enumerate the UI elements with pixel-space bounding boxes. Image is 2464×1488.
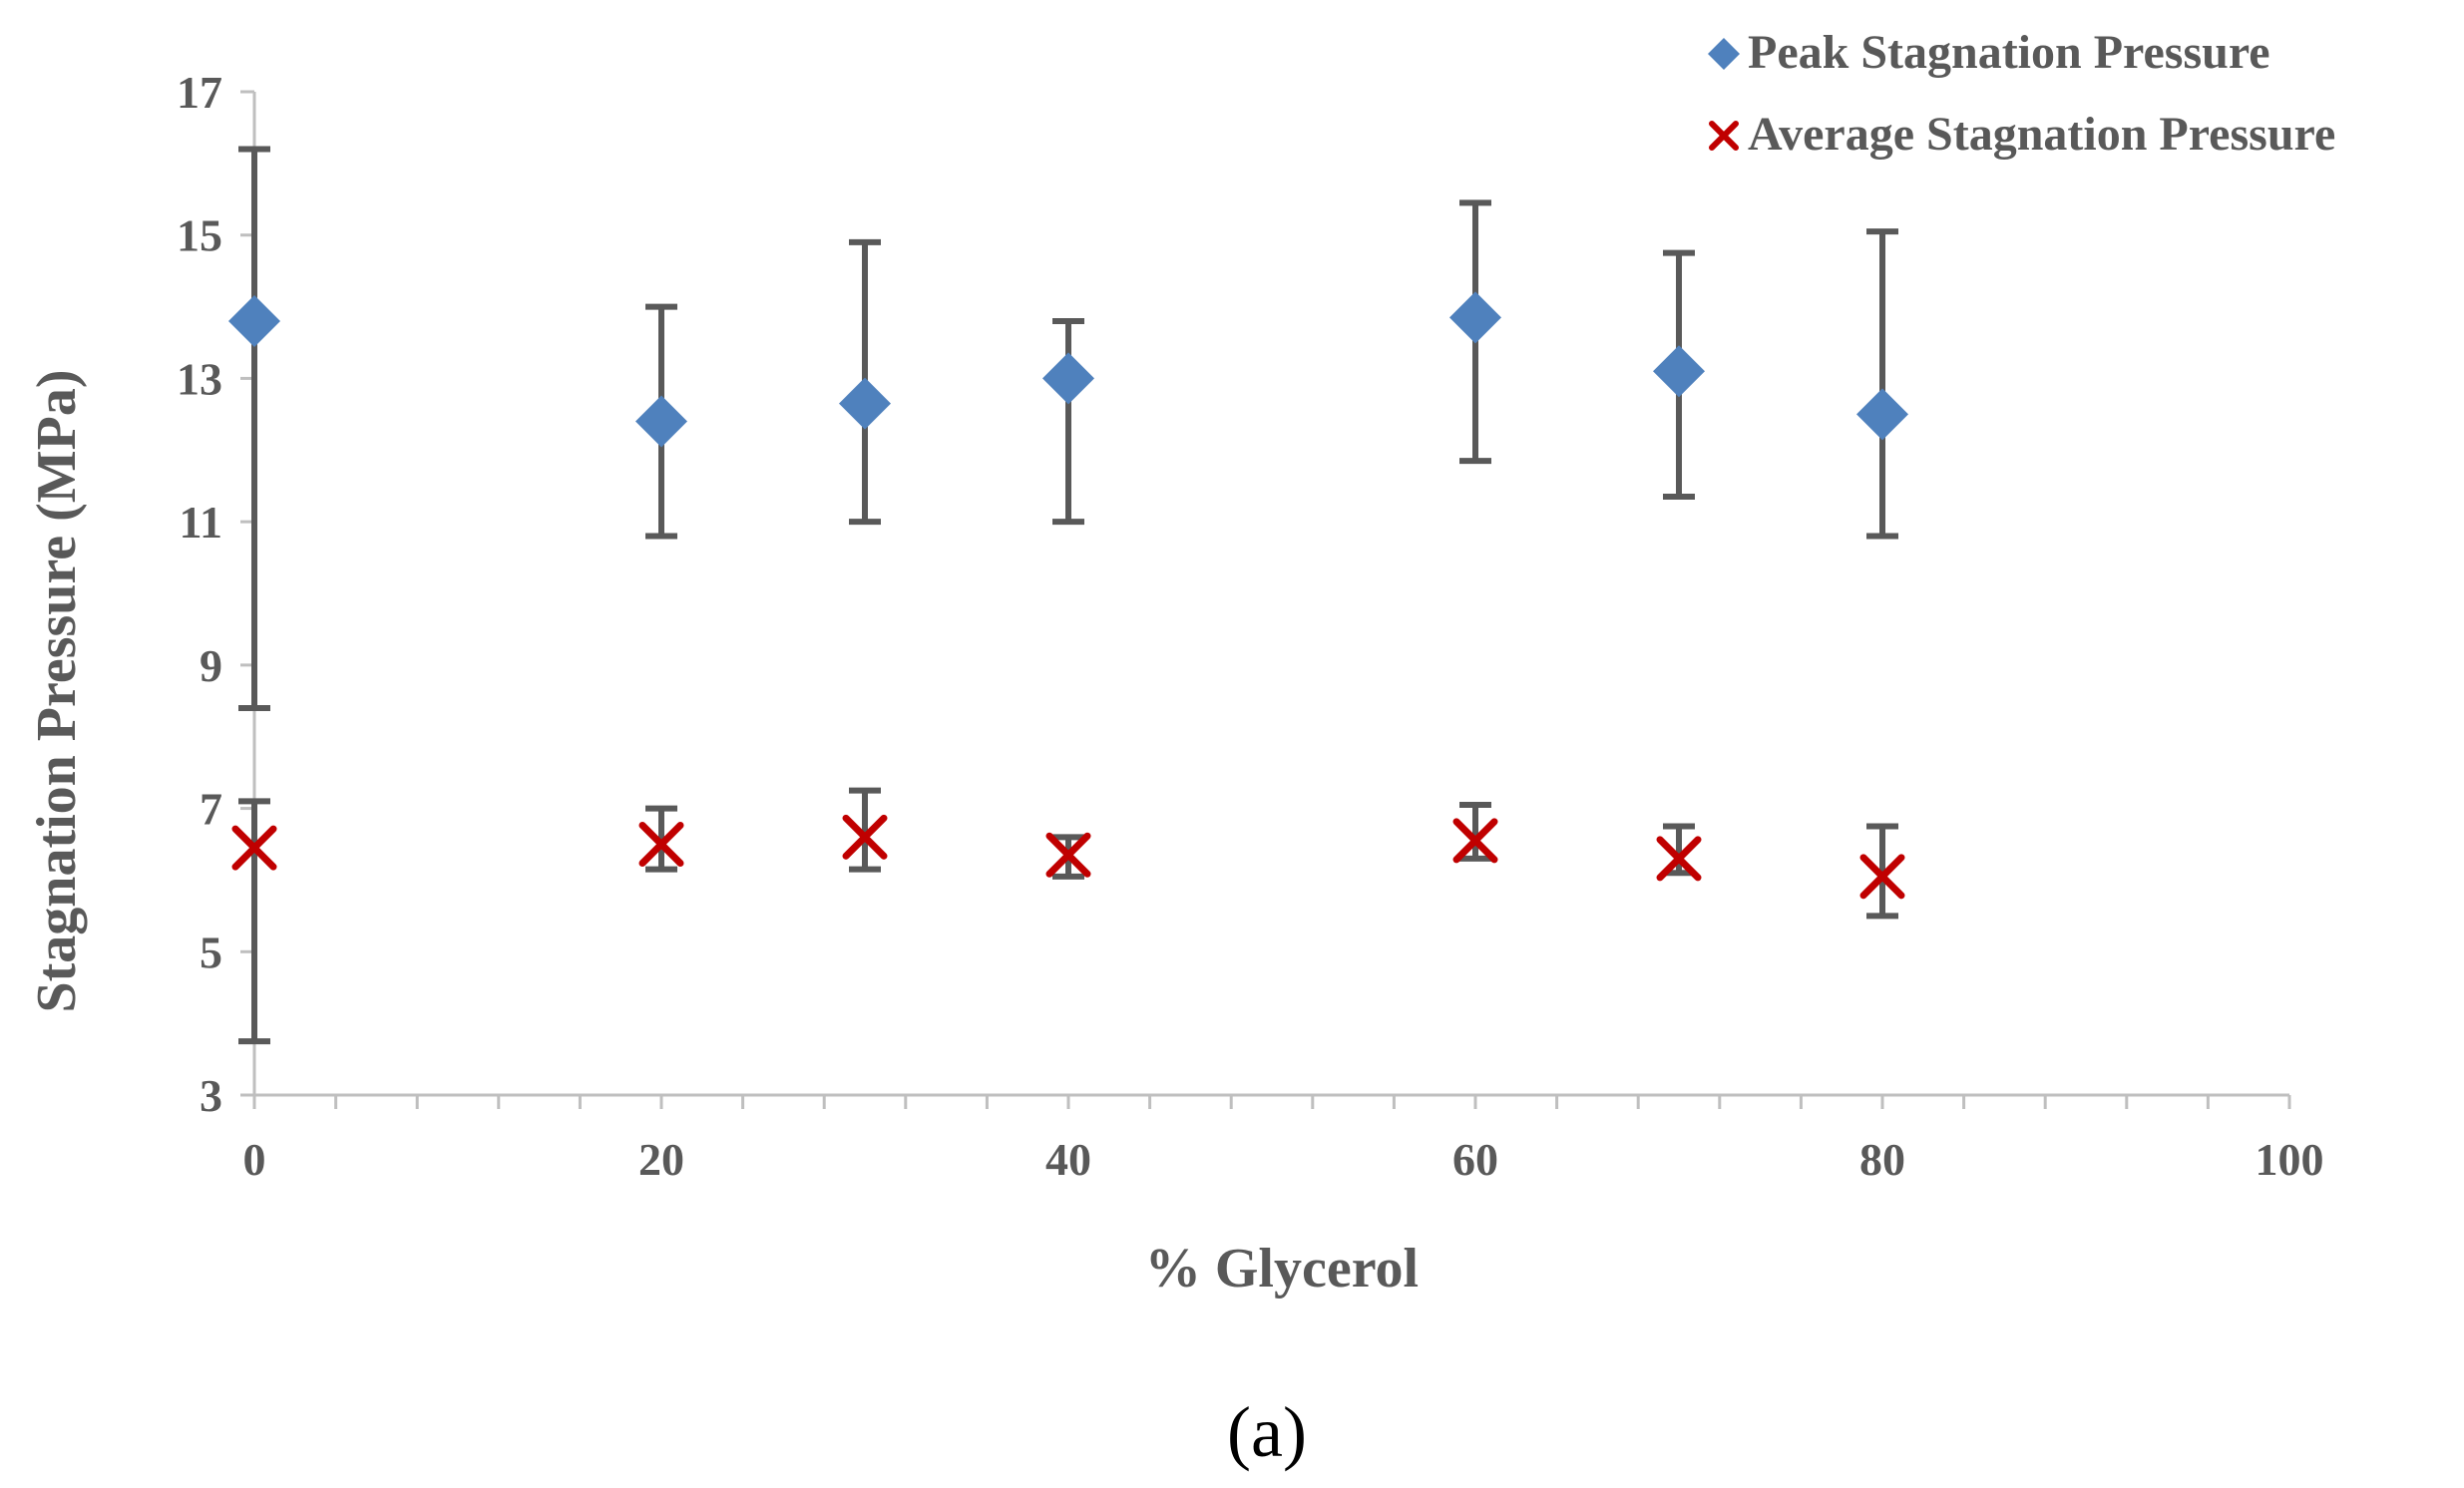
average-point	[1656, 836, 1702, 882]
x-tick-label: 60	[1452, 1134, 1498, 1185]
legend-x-marker	[1709, 121, 1739, 151]
average-point	[842, 814, 888, 860]
average-point-stroke	[1859, 854, 1905, 900]
average-point	[1045, 832, 1091, 878]
y-tick-label: 13	[177, 353, 222, 404]
average-point-stroke	[1656, 836, 1702, 882]
y-axis-title: Stagnation Pressure (MPa)	[26, 370, 88, 1013]
legend: Peak Stagnation Pressure Average Stagnat…	[1708, 26, 2335, 161]
legend-diamond-marker	[1708, 38, 1740, 70]
x-tick-label: 100	[2256, 1134, 2324, 1185]
x-tick-label: 0	[243, 1134, 266, 1185]
peak-point	[1856, 388, 1908, 441]
y-tick-label: 17	[177, 67, 222, 118]
x-axis-title: % Glycerol	[1145, 1238, 1419, 1300]
y-tick-label: 3	[200, 1070, 222, 1121]
peak-point	[1653, 345, 1705, 398]
data-points	[228, 291, 1908, 900]
average-point	[1452, 818, 1498, 864]
average-point	[231, 825, 277, 871]
axes: 3 5 7 9 11 13 15 17 0 20 40 60 80 100	[177, 67, 2324, 1185]
peak-point	[635, 395, 687, 448]
legend-item-peak: Peak Stagnation Pressure	[1708, 26, 2270, 79]
peak-point	[839, 377, 891, 430]
peak-point	[1042, 352, 1094, 405]
average-point-stroke	[842, 814, 888, 860]
average-point	[638, 822, 684, 867]
average-point	[1859, 854, 1905, 900]
x-tick-label: 80	[1859, 1134, 1905, 1185]
legend-item-average: Average Stagnation Pressure	[1709, 108, 2335, 161]
peak-point	[1449, 291, 1501, 344]
y-tick-label: 7	[200, 784, 222, 835]
x-tick-label: 40	[1045, 1134, 1091, 1185]
y-tick-label: 9	[200, 640, 222, 691]
y-tick-label: 11	[180, 497, 222, 548]
average-point-stroke	[1045, 832, 1091, 878]
legend-label-peak: Peak Stagnation Pressure	[1748, 26, 2270, 79]
x-tick-label: 20	[638, 1134, 684, 1185]
legend-label-average: Average Stagnation Pressure	[1748, 108, 2335, 161]
average-point-stroke	[231, 825, 277, 871]
panel-label: (a)	[1227, 1392, 1307, 1472]
average-point-stroke	[638, 822, 684, 867]
average-point-stroke	[1452, 818, 1498, 864]
y-tick-label: 5	[200, 927, 222, 977]
y-tick-label: 15	[177, 210, 222, 261]
error-bars	[238, 146, 1898, 1045]
peak-point	[228, 294, 280, 347]
